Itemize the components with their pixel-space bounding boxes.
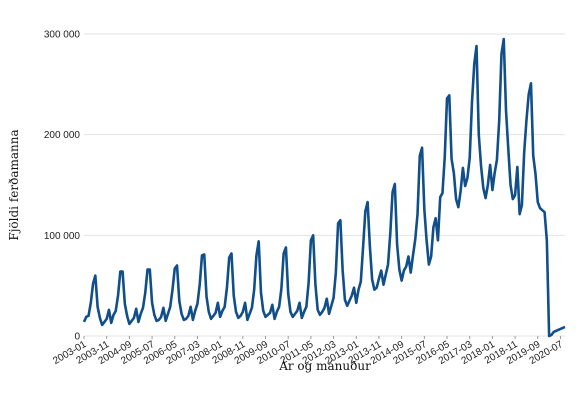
y-tick-label: 200 000 <box>44 130 81 141</box>
series-line <box>82 37 566 338</box>
y-tick-label: 0 <box>74 332 80 343</box>
y-tick-label: 100 000 <box>44 231 81 242</box>
x-axis-title: Ár og mánuður <box>278 358 371 373</box>
y-tick-label: 300 000 <box>44 30 81 41</box>
y-axis-title: Fjöldi ferðamanna <box>7 129 21 240</box>
y-axis-ticks: 0 100 000 200 000 300 000 <box>44 30 81 343</box>
gridlines <box>84 33 565 337</box>
